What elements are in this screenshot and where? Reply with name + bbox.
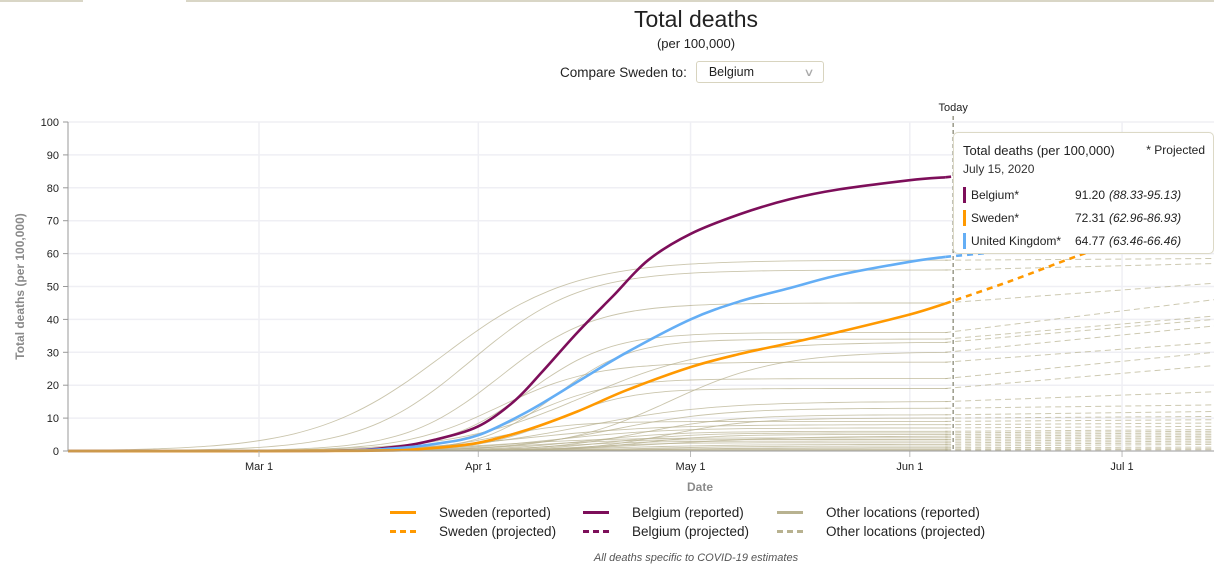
x-tick-label: Mar 1 xyxy=(245,461,273,473)
y-tick-label: 10 xyxy=(47,413,59,425)
legend-label: Other locations (reported) xyxy=(826,505,980,520)
tooltip-series-value: 64.77 xyxy=(1075,234,1105,248)
footnote: All deaths specific to COVID-19 estimate… xyxy=(0,552,1214,564)
chart-legend: Sweden (reported) Belgium (reported) Other… xyxy=(390,504,997,539)
tooltip-row: United Kingdom*64.77 (63.46-66.46) xyxy=(963,230,1213,252)
tooltip-series-value: 72.31 xyxy=(1075,211,1105,225)
legend-label: Belgium (reported) xyxy=(632,505,744,520)
solid-line-icon xyxy=(390,511,416,514)
tooltip-row: Sweden*72.31 (62.96-86.93) xyxy=(963,207,1213,229)
x-tick-label: Jul 1 xyxy=(1110,461,1133,473)
series-color-swatch xyxy=(963,187,966,203)
tooltip-series-interval: (63.46-66.46) xyxy=(1109,234,1181,248)
x-tick-label: Jun 1 xyxy=(896,461,923,473)
legend-item[interactable]: Other locations (projected) xyxy=(777,523,997,539)
dashed-line-icon xyxy=(390,530,416,533)
other-location-reported-line xyxy=(68,303,947,451)
solid-line-icon xyxy=(777,511,803,514)
x-tick-label: May 1 xyxy=(676,461,706,473)
other-location-projected-line xyxy=(945,433,1214,435)
tooltip-date: July 15, 2020 xyxy=(963,162,1213,176)
tooltip-series-name: Sweden* xyxy=(971,211,1075,225)
x-tick-label: Apr 1 xyxy=(465,461,491,473)
tooltip-series-name: United Kingdom* xyxy=(971,234,1075,248)
sweden-reported-line xyxy=(68,304,945,451)
tooltip-row: Belgium*91.20 (88.33-95.13) xyxy=(963,184,1213,206)
y-tick-label: 30 xyxy=(47,347,59,359)
legend-label: Belgium (projected) xyxy=(632,524,749,539)
belgium-reported-line xyxy=(68,177,945,451)
other-location-projected-line xyxy=(945,405,1214,408)
solid-line-icon xyxy=(583,511,609,514)
y-tick-label: 90 xyxy=(47,150,59,162)
x-axis-title: Date xyxy=(687,480,713,494)
y-tick-label: 50 xyxy=(47,282,59,294)
other-location-projected-line xyxy=(945,420,1214,422)
other-location-projected-line xyxy=(945,444,1214,446)
y-tick-label: 80 xyxy=(47,183,59,195)
other-location-projected-line xyxy=(945,392,1214,402)
legend-item[interactable]: Sweden (reported) xyxy=(390,504,583,520)
dashed-line-icon xyxy=(583,530,609,533)
legend-item[interactable]: Sweden (projected) xyxy=(390,523,583,539)
legend-item[interactable]: Belgium (projected) xyxy=(583,523,777,539)
today-label: Today xyxy=(939,102,969,114)
hover-tooltip: Total deaths (per 100,000) * Projected J… xyxy=(953,132,1214,254)
tooltip-series-value: 91.20 xyxy=(1075,188,1105,202)
y-tick-label: 70 xyxy=(47,216,59,228)
tooltip-title: Total deaths (per 100,000) xyxy=(963,143,1115,158)
y-tick-label: 100 xyxy=(41,117,59,129)
tooltip-series-name: Belgium* xyxy=(971,188,1075,202)
legend-item[interactable]: Belgium (reported) xyxy=(583,504,777,520)
other-location-projected-line xyxy=(945,447,1214,448)
y-tick-label: 40 xyxy=(47,314,59,326)
tooltip-series-interval: (62.96-86.93) xyxy=(1109,211,1181,225)
legend-label: Other locations (projected) xyxy=(826,524,985,539)
series-color-swatch xyxy=(963,210,966,226)
tooltip-series-interval: (88.33-95.13) xyxy=(1109,188,1181,202)
other-location-projected-line xyxy=(945,264,1214,271)
legend-label: Sweden (projected) xyxy=(439,524,556,539)
series-color-swatch xyxy=(963,233,966,249)
other-location-projected-line xyxy=(945,259,1214,261)
legend-item[interactable]: Other locations (reported) xyxy=(777,504,997,520)
other-location-projected-line xyxy=(945,426,1214,428)
y-axis-title: Total deaths (per 100,000) xyxy=(13,213,27,360)
y-tick-label: 0 xyxy=(53,446,59,458)
other-location-projected-line xyxy=(945,423,1214,425)
other-location-projected-line xyxy=(945,430,1214,432)
other-location-projected-line xyxy=(945,352,1214,378)
other-location-projected-line xyxy=(945,412,1214,415)
y-tick-label: 60 xyxy=(47,249,59,261)
tooltip-projected-note: * Projected xyxy=(1146,143,1205,158)
y-tick-label: 20 xyxy=(47,380,59,392)
legend-label: Sweden (reported) xyxy=(439,505,551,520)
other-location-reported-line xyxy=(68,389,947,452)
dashed-line-icon xyxy=(777,530,803,533)
